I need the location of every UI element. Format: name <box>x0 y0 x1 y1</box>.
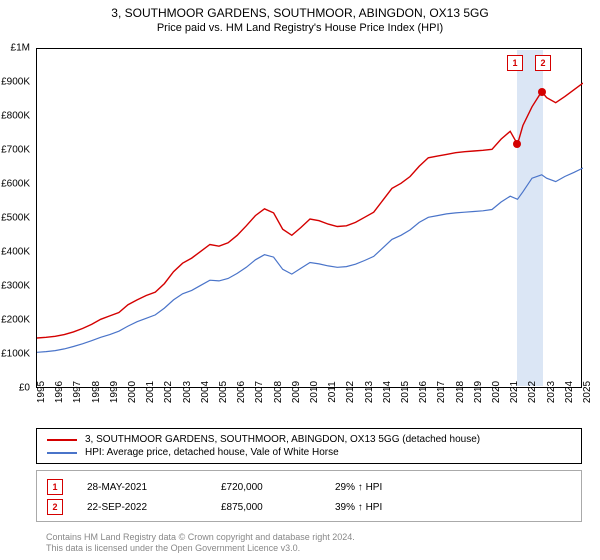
x-tick-label: 2007 <box>254 381 265 403</box>
y-tick-label: £900K <box>1 77 30 88</box>
x-tick-label: 2017 <box>436 381 447 403</box>
x-tick-label: 2016 <box>418 381 429 403</box>
chart-subtitle: Price paid vs. HM Land Registry's House … <box>0 22 600 38</box>
series-price_paid <box>37 83 583 338</box>
x-tick-label: 1999 <box>109 381 120 403</box>
sale-callout: 2 <box>535 55 551 71</box>
x-tick-label: 2018 <box>455 381 466 403</box>
legend-item: HPI: Average price, detached house, Vale… <box>47 446 571 459</box>
x-tick-label: 2015 <box>400 381 411 403</box>
x-tick-label: 2002 <box>163 381 174 403</box>
x-tick-label: 2023 <box>546 381 557 403</box>
x-tick-label: 2008 <box>273 381 284 403</box>
y-tick-label: £700K <box>1 145 30 156</box>
x-tick-label: 1997 <box>72 381 83 403</box>
y-tick-label: £400K <box>1 247 30 258</box>
y-tick-label: £500K <box>1 213 30 224</box>
x-tick-label: 2005 <box>218 381 229 403</box>
sale-dot <box>513 140 521 148</box>
sale-date: 22-SEP-2022 <box>87 502 197 513</box>
legend: 3, SOUTHMOOR GARDENS, SOUTHMOOR, ABINGDO… <box>36 428 582 464</box>
legend-swatch <box>47 452 77 454</box>
line-svg <box>37 49 583 389</box>
sale-date: 28-MAY-2021 <box>87 482 197 493</box>
plot-box: 12 <box>36 48 582 388</box>
table-row: 1 28-MAY-2021 £720,000 29% ↑ HPI <box>47 477 571 497</box>
x-tick-label: 2019 <box>473 381 484 403</box>
sale-diff: 29% ↑ HPI <box>335 482 425 493</box>
x-tick-label: 2021 <box>509 381 520 403</box>
sale-price: £720,000 <box>221 482 311 493</box>
x-tick-label: 2000 <box>127 381 138 403</box>
sales-table: 1 28-MAY-2021 £720,000 29% ↑ HPI 2 22-SE… <box>36 470 582 522</box>
sale-marker-icon: 1 <box>47 479 63 495</box>
sale-dot <box>538 88 546 96</box>
x-tick-label: 2014 <box>382 381 393 403</box>
y-tick-label: £1M <box>11 43 30 54</box>
x-tick-label: 2024 <box>564 381 575 403</box>
sale-price: £875,000 <box>221 502 311 513</box>
x-tick-label: 2012 <box>345 381 356 403</box>
legend-swatch <box>47 439 77 441</box>
sale-marker-icon: 2 <box>47 499 63 515</box>
x-tick-label: 2025 <box>582 381 593 403</box>
x-tick-label: 2022 <box>527 381 538 403</box>
series-hpi <box>37 168 583 352</box>
x-tick-label: 2010 <box>309 381 320 403</box>
x-tick-label: 1996 <box>54 381 65 403</box>
x-tick-label: 1995 <box>36 381 47 403</box>
chart-area: 12 £0£100K£200K£300K£400K£500K£600K£700K… <box>36 48 582 388</box>
y-tick-label: £100K <box>1 349 30 360</box>
y-tick-label: £200K <box>1 315 30 326</box>
x-tick-label: 2013 <box>364 381 375 403</box>
x-tick-label: 2003 <box>182 381 193 403</box>
x-tick-label: 2009 <box>291 381 302 403</box>
y-tick-label: £600K <box>1 179 30 190</box>
copyright-text: Contains HM Land Registry data © Crown c… <box>46 532 355 555</box>
legend-label: 3, SOUTHMOOR GARDENS, SOUTHMOOR, ABINGDO… <box>85 434 480 445</box>
x-tick-label: 2004 <box>200 381 211 403</box>
x-tick-label: 2006 <box>236 381 247 403</box>
legend-label: HPI: Average price, detached house, Vale… <box>85 447 339 458</box>
table-row: 2 22-SEP-2022 £875,000 39% ↑ HPI <box>47 497 571 517</box>
x-tick-label: 2011 <box>327 381 338 403</box>
y-tick-label: £0 <box>19 383 30 394</box>
sale-diff: 39% ↑ HPI <box>335 502 425 513</box>
x-tick-label: 2001 <box>145 381 156 403</box>
sale-callout: 1 <box>507 55 523 71</box>
legend-item: 3, SOUTHMOOR GARDENS, SOUTHMOOR, ABINGDO… <box>47 433 571 446</box>
y-tick-label: £800K <box>1 111 30 122</box>
x-tick-label: 1998 <box>91 381 102 403</box>
x-tick-label: 2020 <box>491 381 502 403</box>
y-tick-label: £300K <box>1 281 30 292</box>
chart-title: 3, SOUTHMOOR GARDENS, SOUTHMOOR, ABINGDO… <box>0 0 600 22</box>
